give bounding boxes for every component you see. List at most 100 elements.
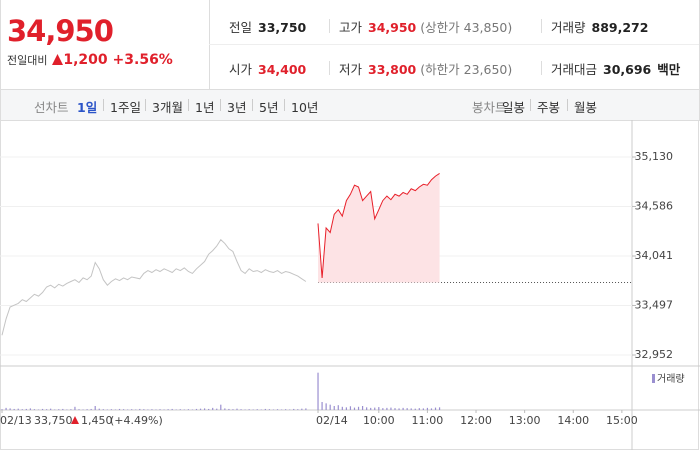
volume-bar <box>1 409 3 410</box>
volume-bar <box>94 406 96 410</box>
volume-bar <box>272 409 275 410</box>
divider <box>329 19 330 33</box>
candle-tab[interactable]: 일봉 <box>502 100 526 115</box>
volume-bar <box>74 406 76 410</box>
volume-bar <box>21 409 23 410</box>
volume-bar <box>147 409 149 410</box>
up-arrow <box>52 54 64 65</box>
legend-label: 거래량 <box>657 373 685 385</box>
change: 전일대비 1,200 +3.56% <box>7 52 173 68</box>
volume-bar <box>90 408 92 410</box>
y-tick-label: 35,130 <box>635 150 674 163</box>
volume-bar <box>333 406 335 410</box>
volume-bar <box>410 408 412 410</box>
volume-bar <box>106 409 108 410</box>
volume-bar <box>414 408 416 410</box>
tab-divider <box>103 99 104 111</box>
line-chart-label: 선차트 <box>34 100 69 115</box>
volume-bar <box>86 409 88 410</box>
period-tab[interactable]: 5년 <box>259 100 279 115</box>
volume-bar <box>422 408 424 410</box>
volume-bar <box>289 409 291 410</box>
candle-tab[interactable]: 월봉 <box>574 100 598 115</box>
volume-bar <box>37 409 40 410</box>
change-label: 전일대비 <box>7 54 48 67</box>
y-tick-label: 34,041 <box>635 249 674 262</box>
volume-bar <box>418 408 420 410</box>
legend-swatch <box>652 374 655 383</box>
period-tab[interactable]: 10년 <box>291 100 319 115</box>
volume-bar <box>62 408 64 410</box>
volume-bar <box>337 405 339 410</box>
price-block: 34,950 전일대비 1,200 +3.56% <box>1 0 210 89</box>
volume-bar <box>175 409 177 410</box>
volume-bar <box>187 409 189 410</box>
current-price: 34,950 <box>7 14 114 48</box>
volume-bar <box>224 408 226 410</box>
volume-bar <box>382 408 384 410</box>
volume-bar <box>236 408 238 410</box>
volume-bar <box>276 409 279 410</box>
volume-bar <box>29 408 31 410</box>
volume-bar <box>280 409 283 410</box>
volume-bar <box>244 409 246 410</box>
summary-label: 전일 <box>229 20 253 35</box>
volume-bar <box>260 409 262 410</box>
volume-bar <box>122 409 125 410</box>
volume-bar <box>426 407 429 410</box>
volume-bar <box>366 407 368 410</box>
summary-cell: 거래대금 30,696 백만 <box>551 59 680 78</box>
volume-bar <box>293 408 295 410</box>
volume-bar <box>17 408 19 410</box>
tab-divider <box>530 99 531 111</box>
divider <box>541 19 542 33</box>
volume-bar <box>216 408 218 410</box>
volume-bar <box>317 372 319 410</box>
y-tick-label: 34,586 <box>635 199 674 212</box>
x-tick-label: 02/14 <box>316 414 348 427</box>
period-tab[interactable]: 1주일 <box>110 100 141 115</box>
volume-bar <box>341 406 343 410</box>
volume-bar <box>171 408 173 410</box>
volume-bar <box>179 409 181 410</box>
period-tab[interactable]: 3개월 <box>152 100 183 115</box>
volume-bar <box>228 408 230 410</box>
volume-bar <box>240 409 242 410</box>
period-tab[interactable]: 1년 <box>195 100 215 115</box>
volume-bar <box>54 409 56 410</box>
volume-bar <box>183 409 185 410</box>
volume-bar <box>131 409 133 410</box>
tab-divider <box>188 99 189 111</box>
summary-unit: 백만 <box>657 62 681 77</box>
period-tab[interactable]: 1일 <box>77 100 98 115</box>
volume-bar <box>374 407 376 410</box>
y-tick-label: 33,497 <box>635 298 674 311</box>
period-tab[interactable]: 3년 <box>227 100 247 115</box>
volume-bar <box>252 409 254 410</box>
summary-value: 34,950 <box>368 20 417 35</box>
divider <box>329 61 330 75</box>
volume-bar <box>25 408 27 410</box>
volume-bar <box>33 409 36 410</box>
summary-note: (하한가 23,650) <box>420 62 513 77</box>
area <box>318 173 440 283</box>
summary-label: 거래대금 <box>551 62 598 77</box>
volume-bar <box>66 409 68 410</box>
volume-bar <box>191 409 194 410</box>
x-tick-label: 11:00 <box>412 414 444 427</box>
candle-chart-label: 봉차트 <box>472 100 507 115</box>
volume-bar <box>195 408 198 410</box>
volume-bar <box>398 408 400 410</box>
volume-bar <box>167 409 169 410</box>
volume-bar <box>357 406 360 410</box>
volume-bar <box>50 408 52 410</box>
volume-bar <box>13 408 15 410</box>
volume-bar <box>406 408 408 410</box>
volume-bar <box>394 408 396 410</box>
volume-bar <box>5 407 7 410</box>
volume-bar <box>118 408 121 410</box>
volume-bar <box>434 407 437 410</box>
summary-cell: 저가 33,800 (하한가 23,650) <box>339 59 512 78</box>
candle-tab[interactable]: 주봉 <box>537 100 561 115</box>
divider <box>541 61 542 75</box>
